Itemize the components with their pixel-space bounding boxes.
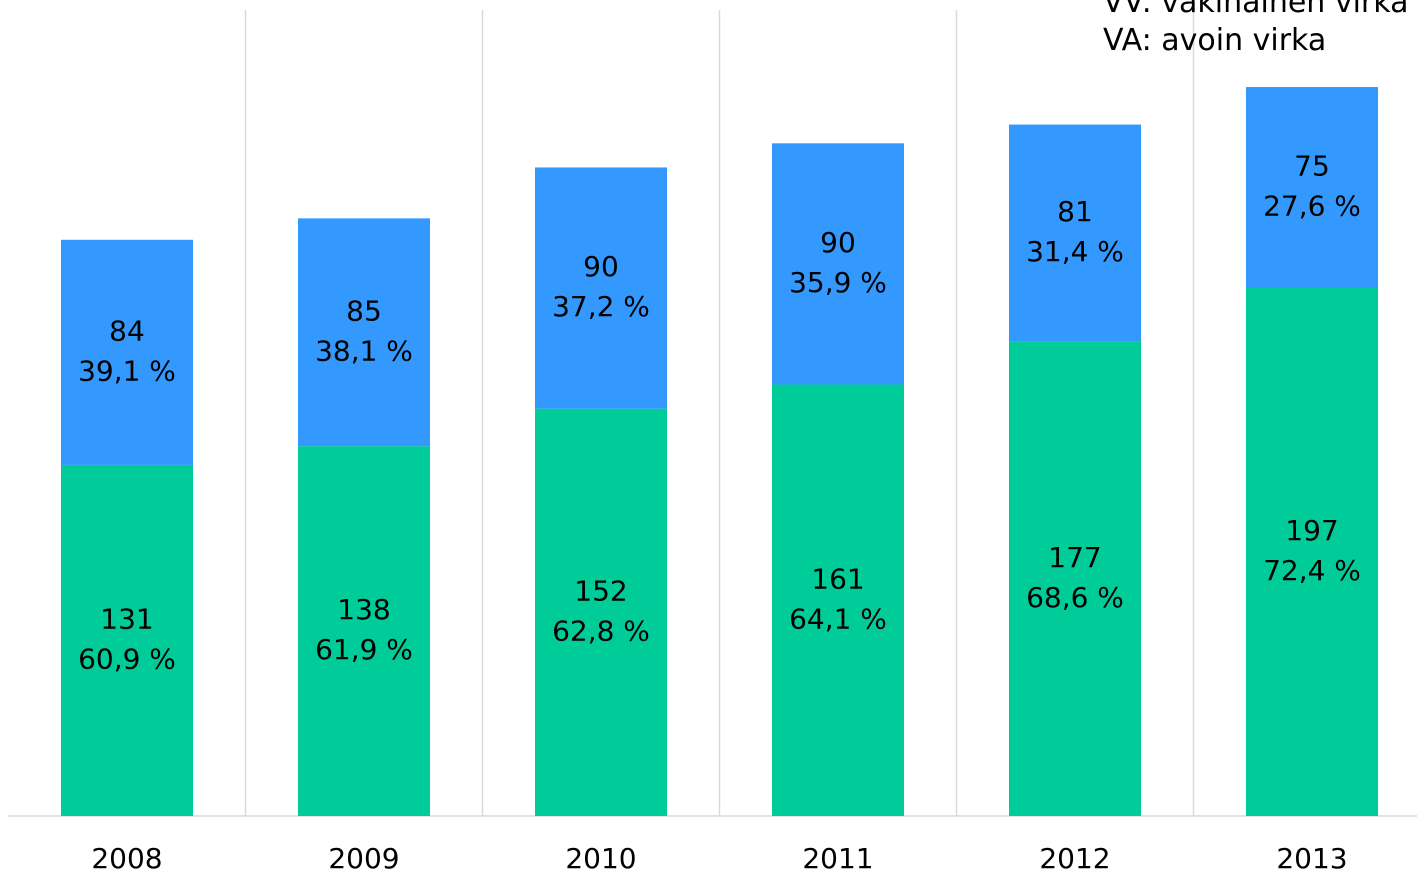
bar-segment — [1009, 341, 1141, 816]
x-tick-label: 2010 — [565, 842, 636, 875]
annotation: VA: avoin virka — [1103, 23, 1326, 58]
bar-segment — [772, 143, 904, 385]
bar-segment — [772, 384, 904, 816]
share-label: 61,9 % — [315, 633, 413, 666]
data-label: 131 — [100, 602, 153, 635]
bar-segment — [1246, 288, 1378, 816]
data-label: 161 — [811, 562, 864, 595]
x-tick-label: 2011 — [802, 842, 873, 875]
share-label: 35,9 % — [789, 266, 887, 299]
share-label: 60,9 % — [78, 642, 176, 675]
data-label: 84 — [109, 314, 145, 347]
data-label: 81 — [1057, 195, 1093, 228]
data-label: 75 — [1294, 150, 1330, 183]
share-label: 37,2 % — [552, 290, 650, 323]
share-label: 31,4 % — [1026, 235, 1124, 268]
share-label: 38,1 % — [315, 334, 413, 367]
share-label: 64,1 % — [789, 602, 887, 635]
x-tick-label: 2009 — [328, 842, 399, 875]
bar-segment — [535, 408, 667, 816]
bar-segment — [61, 239, 193, 465]
data-label: 152 — [574, 574, 627, 607]
data-label: 138 — [337, 593, 390, 626]
share-label: 62,8 % — [552, 614, 650, 647]
data-label: 90 — [820, 226, 856, 259]
bar-segment — [1246, 87, 1378, 289]
bar-segment — [535, 167, 667, 409]
data-label: 90 — [583, 250, 619, 283]
x-tick-label: 2008 — [91, 842, 162, 875]
annotation: VV: vakinainen virka — [1103, 0, 1409, 20]
bar-segment — [1009, 124, 1141, 342]
x-tick-label: 2013 — [1276, 842, 1347, 875]
data-label: 197 — [1285, 514, 1338, 547]
data-label: 177 — [1048, 541, 1101, 574]
share-label: 72,4 % — [1263, 554, 1361, 587]
share-label: 39,1 % — [78, 354, 176, 387]
bar-segment — [61, 464, 193, 816]
x-tick-label: 2012 — [1039, 842, 1110, 875]
data-label: 85 — [346, 294, 382, 327]
bar-segment — [298, 446, 430, 816]
share-label: 68,6 % — [1026, 581, 1124, 614]
bar-segment — [298, 218, 430, 447]
share-label: 27,6 % — [1263, 190, 1361, 223]
